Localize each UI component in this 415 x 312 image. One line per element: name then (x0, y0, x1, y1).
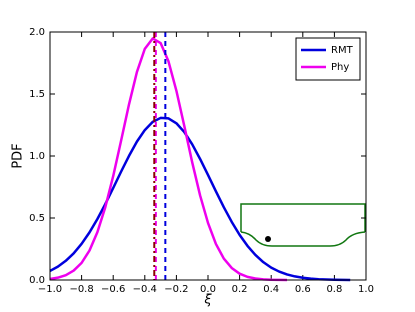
x-tick-label: 0.0 (200, 284, 216, 295)
y-tick-label: 1.5 (29, 89, 45, 100)
legend-label: Phy (331, 62, 349, 73)
inset-curve (240, 231, 366, 247)
x-tick-label: 0.2 (232, 284, 248, 295)
x-tick-label: −1.0 (38, 284, 62, 295)
x-axis-label: ξ (203, 293, 212, 308)
y-tick-label: 0.5 (29, 213, 45, 224)
x-tick-label: −0.4 (133, 284, 157, 295)
x-tick-label: 0.8 (326, 284, 342, 295)
inset-dot (265, 236, 271, 242)
y-tick-label: 1.0 (29, 151, 45, 162)
x-tick-label: −0.2 (164, 284, 188, 295)
y-tick-label: 0.0 (29, 275, 45, 286)
x-tick-label: 0.6 (295, 284, 311, 295)
inset-frame (240, 203, 366, 232)
x-tick-label: −0.6 (101, 284, 125, 295)
x-tick-label: 0.4 (263, 284, 279, 295)
y-axis-label: PDF (11, 143, 26, 168)
x-tick-label: 1.0 (358, 284, 374, 295)
x-tick-label: −0.8 (69, 284, 93, 295)
plot-frame (49, 31, 367, 281)
y-tick-label: 2.0 (29, 27, 45, 38)
series-line (49, 37, 288, 282)
legend-frame (295, 37, 361, 81)
legend-label: RMT (331, 45, 354, 56)
inset (240, 203, 366, 247)
series-line (49, 116, 351, 282)
legend: RMT Phy (295, 37, 361, 81)
